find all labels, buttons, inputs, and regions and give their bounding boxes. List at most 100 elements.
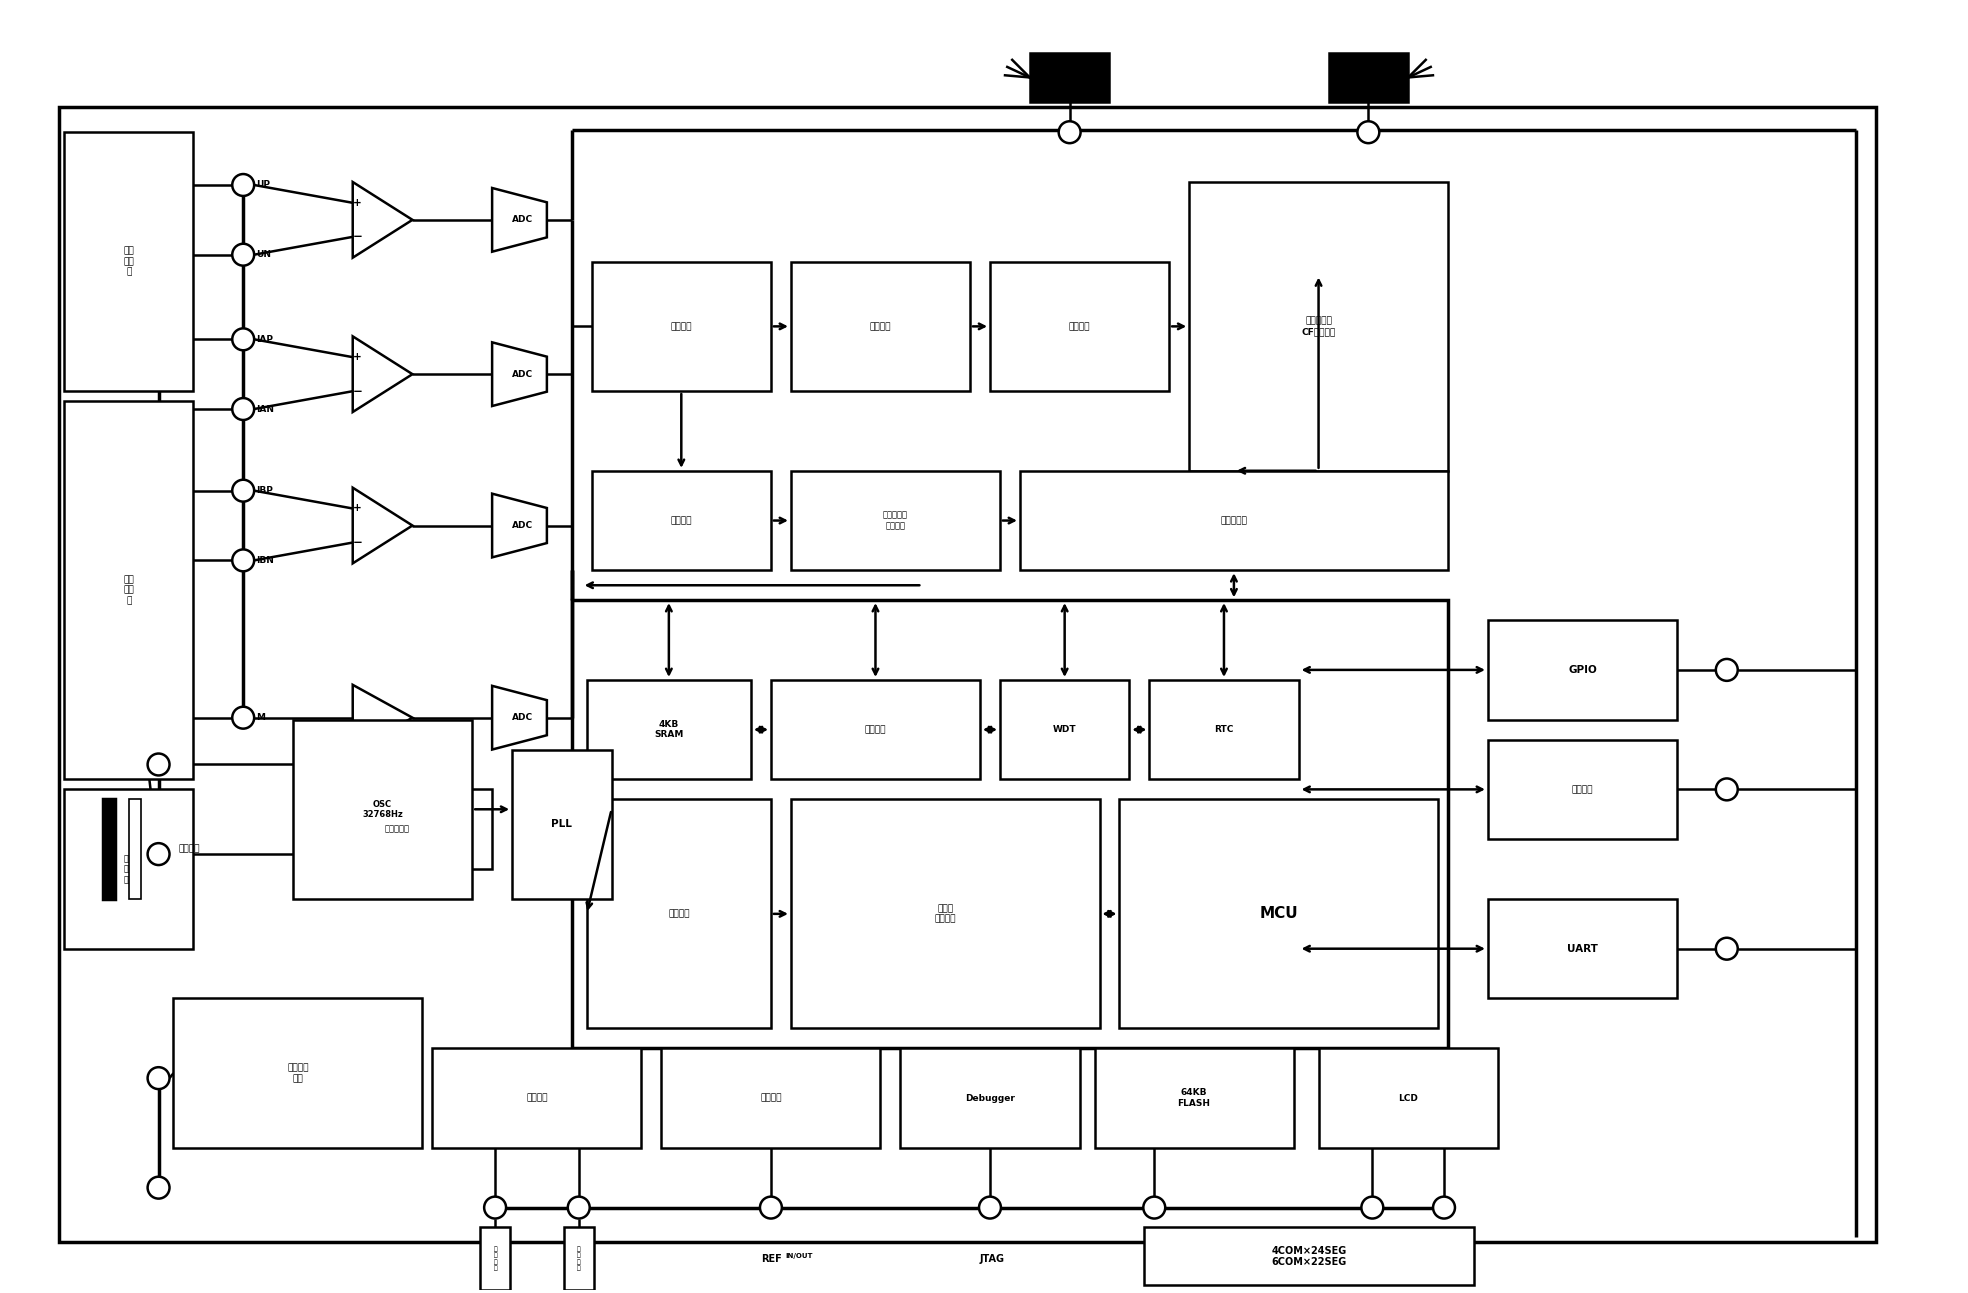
Text: 高通滤波: 高通滤波 xyxy=(1069,322,1090,331)
Text: 比较校准: 比较校准 xyxy=(671,322,693,331)
Text: 时序产生: 时序产生 xyxy=(667,909,689,918)
Text: ADC: ADC xyxy=(512,521,533,530)
Bar xyxy=(59,107,1876,1243)
Text: LCD: LCD xyxy=(1397,1094,1419,1103)
Bar xyxy=(791,261,970,390)
Text: Debugger: Debugger xyxy=(964,1094,1015,1103)
Polygon shape xyxy=(352,336,413,412)
Bar xyxy=(1120,799,1439,1028)
Circle shape xyxy=(1433,1196,1454,1218)
Circle shape xyxy=(484,1196,506,1218)
Text: 电压
传感
器: 电压 传感 器 xyxy=(124,247,134,277)
Text: IAP: IAP xyxy=(256,335,274,344)
Bar xyxy=(592,471,771,570)
Text: UART: UART xyxy=(1567,944,1598,954)
Text: 抽取滤波: 抽取滤波 xyxy=(870,322,892,331)
Bar xyxy=(573,600,1448,1049)
Text: 欠电检测
上电: 欠电检测 上电 xyxy=(287,1063,309,1082)
Bar xyxy=(661,1049,880,1148)
Bar xyxy=(1143,1227,1474,1285)
Text: ADC: ADC xyxy=(512,370,533,379)
Text: ADC: ADC xyxy=(512,216,533,225)
Polygon shape xyxy=(352,182,413,257)
Text: 电流
传感
器: 电流 传感 器 xyxy=(124,575,134,605)
Circle shape xyxy=(148,843,169,865)
Bar xyxy=(1488,621,1677,720)
Bar xyxy=(512,750,612,899)
Text: −: − xyxy=(352,230,362,243)
Text: +: + xyxy=(354,352,362,362)
Text: IAN: IAN xyxy=(256,405,274,414)
Text: 功率、介数
值等计算: 功率、介数 值等计算 xyxy=(884,511,907,530)
Polygon shape xyxy=(492,187,547,252)
Bar xyxy=(1029,53,1110,102)
Text: +: + xyxy=(354,503,362,513)
Text: 4KB
SRAM: 4KB SRAM xyxy=(653,720,683,740)
Bar xyxy=(990,261,1169,390)
Bar xyxy=(303,790,492,869)
Text: REF: REF xyxy=(762,1254,781,1263)
Text: JTAG: JTAG xyxy=(980,1254,1006,1263)
Text: WDT: WDT xyxy=(1053,725,1076,734)
Bar xyxy=(1488,740,1677,839)
Text: 校准参数: 校准参数 xyxy=(671,516,693,525)
Text: M: M xyxy=(256,714,266,723)
Polygon shape xyxy=(492,494,547,557)
Text: 多号电池: 多号电池 xyxy=(760,1094,781,1103)
Bar xyxy=(1094,1049,1293,1148)
Circle shape xyxy=(232,550,254,572)
Circle shape xyxy=(1716,659,1738,681)
Bar xyxy=(771,680,980,780)
Text: 温湿
度传
感器: 温湿 度传 感器 xyxy=(124,855,134,884)
Bar xyxy=(65,790,193,949)
Bar xyxy=(791,799,1100,1028)
Circle shape xyxy=(978,1196,1002,1218)
Text: UP: UP xyxy=(256,181,270,190)
Circle shape xyxy=(1716,778,1738,800)
Text: ADC: ADC xyxy=(512,714,533,723)
Circle shape xyxy=(232,480,254,502)
Polygon shape xyxy=(492,343,547,406)
Circle shape xyxy=(1362,1196,1384,1218)
Text: 电源管理: 电源管理 xyxy=(525,1094,547,1103)
Bar xyxy=(128,799,140,899)
Bar xyxy=(173,998,423,1148)
Text: GPIO: GPIO xyxy=(1568,665,1596,675)
Text: −: − xyxy=(352,385,362,398)
Bar xyxy=(1019,471,1448,570)
Bar xyxy=(65,132,193,390)
Circle shape xyxy=(232,175,254,197)
Circle shape xyxy=(569,1196,590,1218)
Bar xyxy=(293,720,472,899)
Text: 64KB
FLASH: 64KB FLASH xyxy=(1177,1089,1210,1108)
Bar xyxy=(586,680,752,780)
Text: IN/OUT: IN/OUT xyxy=(785,1253,813,1259)
Polygon shape xyxy=(352,487,413,564)
Text: UN: UN xyxy=(256,250,272,259)
Bar xyxy=(586,799,771,1028)
Bar xyxy=(901,1049,1080,1148)
Text: 红外调制: 红外调制 xyxy=(1572,785,1594,794)
Polygon shape xyxy=(352,685,413,750)
Text: 定时器
中断管理: 定时器 中断管理 xyxy=(935,904,956,923)
Circle shape xyxy=(760,1196,781,1218)
Circle shape xyxy=(1059,122,1080,144)
Bar xyxy=(65,401,193,780)
Circle shape xyxy=(1358,122,1380,144)
Circle shape xyxy=(148,1067,169,1089)
Text: 数据存储器: 数据存储器 xyxy=(1220,516,1248,525)
Text: PLL: PLL xyxy=(551,820,573,829)
Text: 基
准
电
池: 基 准 电 池 xyxy=(577,1246,581,1271)
Text: 4COM×24SEG
6COM×22SEG: 4COM×24SEG 6COM×22SEG xyxy=(1271,1245,1346,1267)
Bar xyxy=(592,261,771,390)
Circle shape xyxy=(232,398,254,420)
Text: MCU: MCU xyxy=(1260,906,1299,922)
Bar xyxy=(1000,680,1130,780)
Text: +: + xyxy=(354,198,362,208)
Bar xyxy=(480,1227,510,1290)
Text: 系统控制: 系统控制 xyxy=(864,725,886,734)
Circle shape xyxy=(148,754,169,776)
Circle shape xyxy=(232,328,254,350)
Circle shape xyxy=(1143,1196,1165,1218)
Bar xyxy=(1328,53,1409,102)
